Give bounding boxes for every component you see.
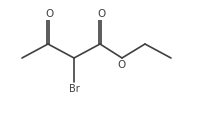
Text: Br: Br — [69, 84, 79, 94]
Text: O: O — [45, 9, 54, 19]
Text: O: O — [118, 60, 126, 70]
Text: O: O — [97, 9, 106, 19]
